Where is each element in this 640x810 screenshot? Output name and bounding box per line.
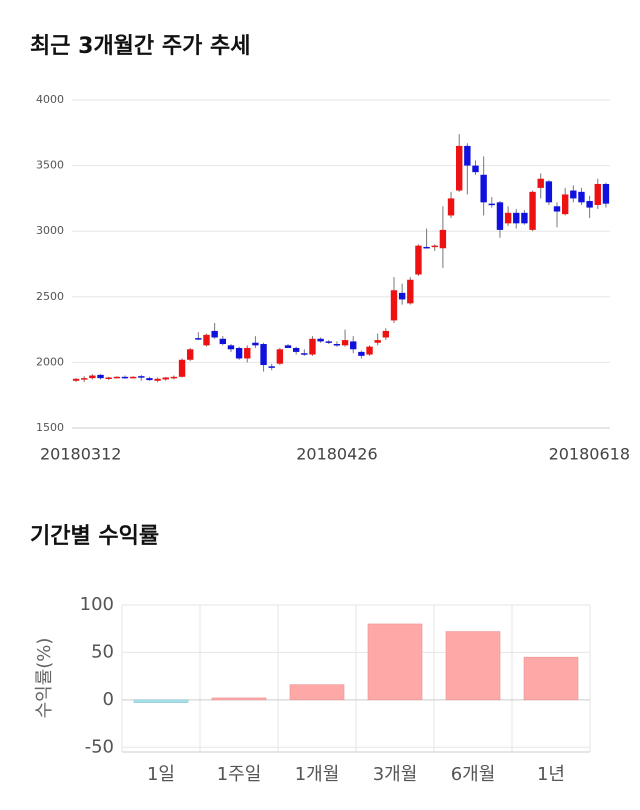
candle-body: [529, 191, 536, 230]
candle-body: [146, 378, 153, 381]
chart-title: 기간별 수익률: [30, 524, 159, 549]
y-tick-label: 3000: [36, 224, 64, 237]
candle-body: [521, 212, 528, 224]
candle-body: [138, 376, 145, 378]
candle-body: [252, 342, 259, 346]
candle-body: [227, 345, 235, 350]
candle-body: [382, 330, 390, 338]
x-tick-label: 1개월: [295, 764, 340, 785]
candle-body: [578, 191, 585, 203]
y-tick-label: 2500: [36, 290, 64, 303]
candle-body: [333, 344, 341, 346]
candle-body: [81, 378, 88, 380]
candle-body: [513, 212, 520, 224]
candle-body: [317, 338, 324, 342]
y-tick-label: 1500: [36, 421, 64, 434]
y-axis-label: 수익률(%): [34, 638, 55, 719]
candle-body: [260, 344, 267, 366]
y-tick-label: -50: [85, 736, 114, 757]
bar: [211, 697, 267, 701]
candle-body: [195, 338, 202, 340]
y-tick-label: 2000: [36, 355, 64, 368]
x-tick-label: 1일: [147, 764, 175, 785]
candle-body: [480, 174, 487, 203]
candle-body: [121, 376, 129, 379]
candle-body: [553, 206, 561, 212]
candle-body: [244, 347, 251, 359]
y-tick-label: 50: [91, 641, 114, 662]
y-tick-label: 4000: [36, 93, 64, 106]
x-tick-label: 3개월: [373, 764, 418, 785]
candle-body: [89, 375, 96, 379]
candle-body: [398, 292, 406, 300]
candle-body: [235, 347, 243, 359]
candle-body: [325, 341, 332, 343]
candle-body: [203, 334, 210, 346]
candle-body: [301, 353, 308, 355]
candle-body: [586, 201, 593, 208]
candle-body: [496, 202, 504, 230]
candle-body: [276, 349, 284, 364]
candle-body: [284, 345, 292, 348]
candle-body: [129, 376, 137, 379]
candle-body: [472, 165, 479, 173]
candle-body: [358, 351, 365, 356]
candle-body: [488, 203, 496, 206]
candle-body: [366, 346, 373, 355]
candle-body: [415, 245, 422, 275]
candle-body: [504, 212, 512, 224]
x-tick-label: 20180426: [296, 445, 377, 464]
candle-body: [464, 145, 471, 166]
x-tick-label: 20180312: [40, 445, 121, 464]
candle-body: [350, 341, 357, 350]
candle-body: [211, 330, 218, 338]
candle-body: [170, 376, 178, 379]
candle-body: [113, 376, 121, 379]
candle-body: [97, 374, 104, 379]
candle-body: [178, 359, 186, 377]
candle-body: [219, 338, 227, 345]
candle-body: [439, 229, 447, 249]
candle-body: [423, 246, 430, 249]
bar: [133, 699, 189, 703]
bar: [523, 656, 579, 701]
candle-body: [594, 183, 601, 205]
bar: [445, 631, 501, 701]
candle-body: [390, 290, 398, 321]
y-tick-label: 100: [80, 594, 114, 615]
bar: [367, 623, 423, 701]
candle-body: [545, 181, 553, 203]
candle-body: [602, 183, 610, 204]
candle-body: [72, 378, 80, 381]
y-tick-label: 3500: [36, 159, 64, 172]
candle-body: [292, 347, 300, 352]
candle-body: [561, 194, 569, 215]
candle-body: [537, 178, 544, 188]
x-tick-label: 1년: [537, 764, 565, 785]
candle-body: [162, 377, 169, 380]
candle-body: [309, 338, 316, 355]
x-tick-label: 6개월: [451, 764, 496, 785]
x-tick-label: 1주일: [217, 764, 262, 785]
bar: [289, 684, 345, 701]
candle-body: [186, 349, 194, 360]
candle-body: [455, 145, 463, 191]
candle-body: [374, 340, 381, 343]
x-tick-label: 20180618: [549, 445, 630, 464]
candle-body: [341, 340, 349, 346]
candle-body: [431, 245, 438, 248]
candle-body: [154, 378, 161, 381]
candle-body: [570, 190, 577, 199]
candle-body: [407, 279, 414, 304]
chart-title: 최근 3개월간 주가 추세: [30, 34, 250, 59]
candle-body: [447, 198, 455, 216]
y-tick-label: 0: [103, 689, 114, 710]
candle-body: [268, 366, 275, 368]
candle-body: [105, 377, 112, 379]
